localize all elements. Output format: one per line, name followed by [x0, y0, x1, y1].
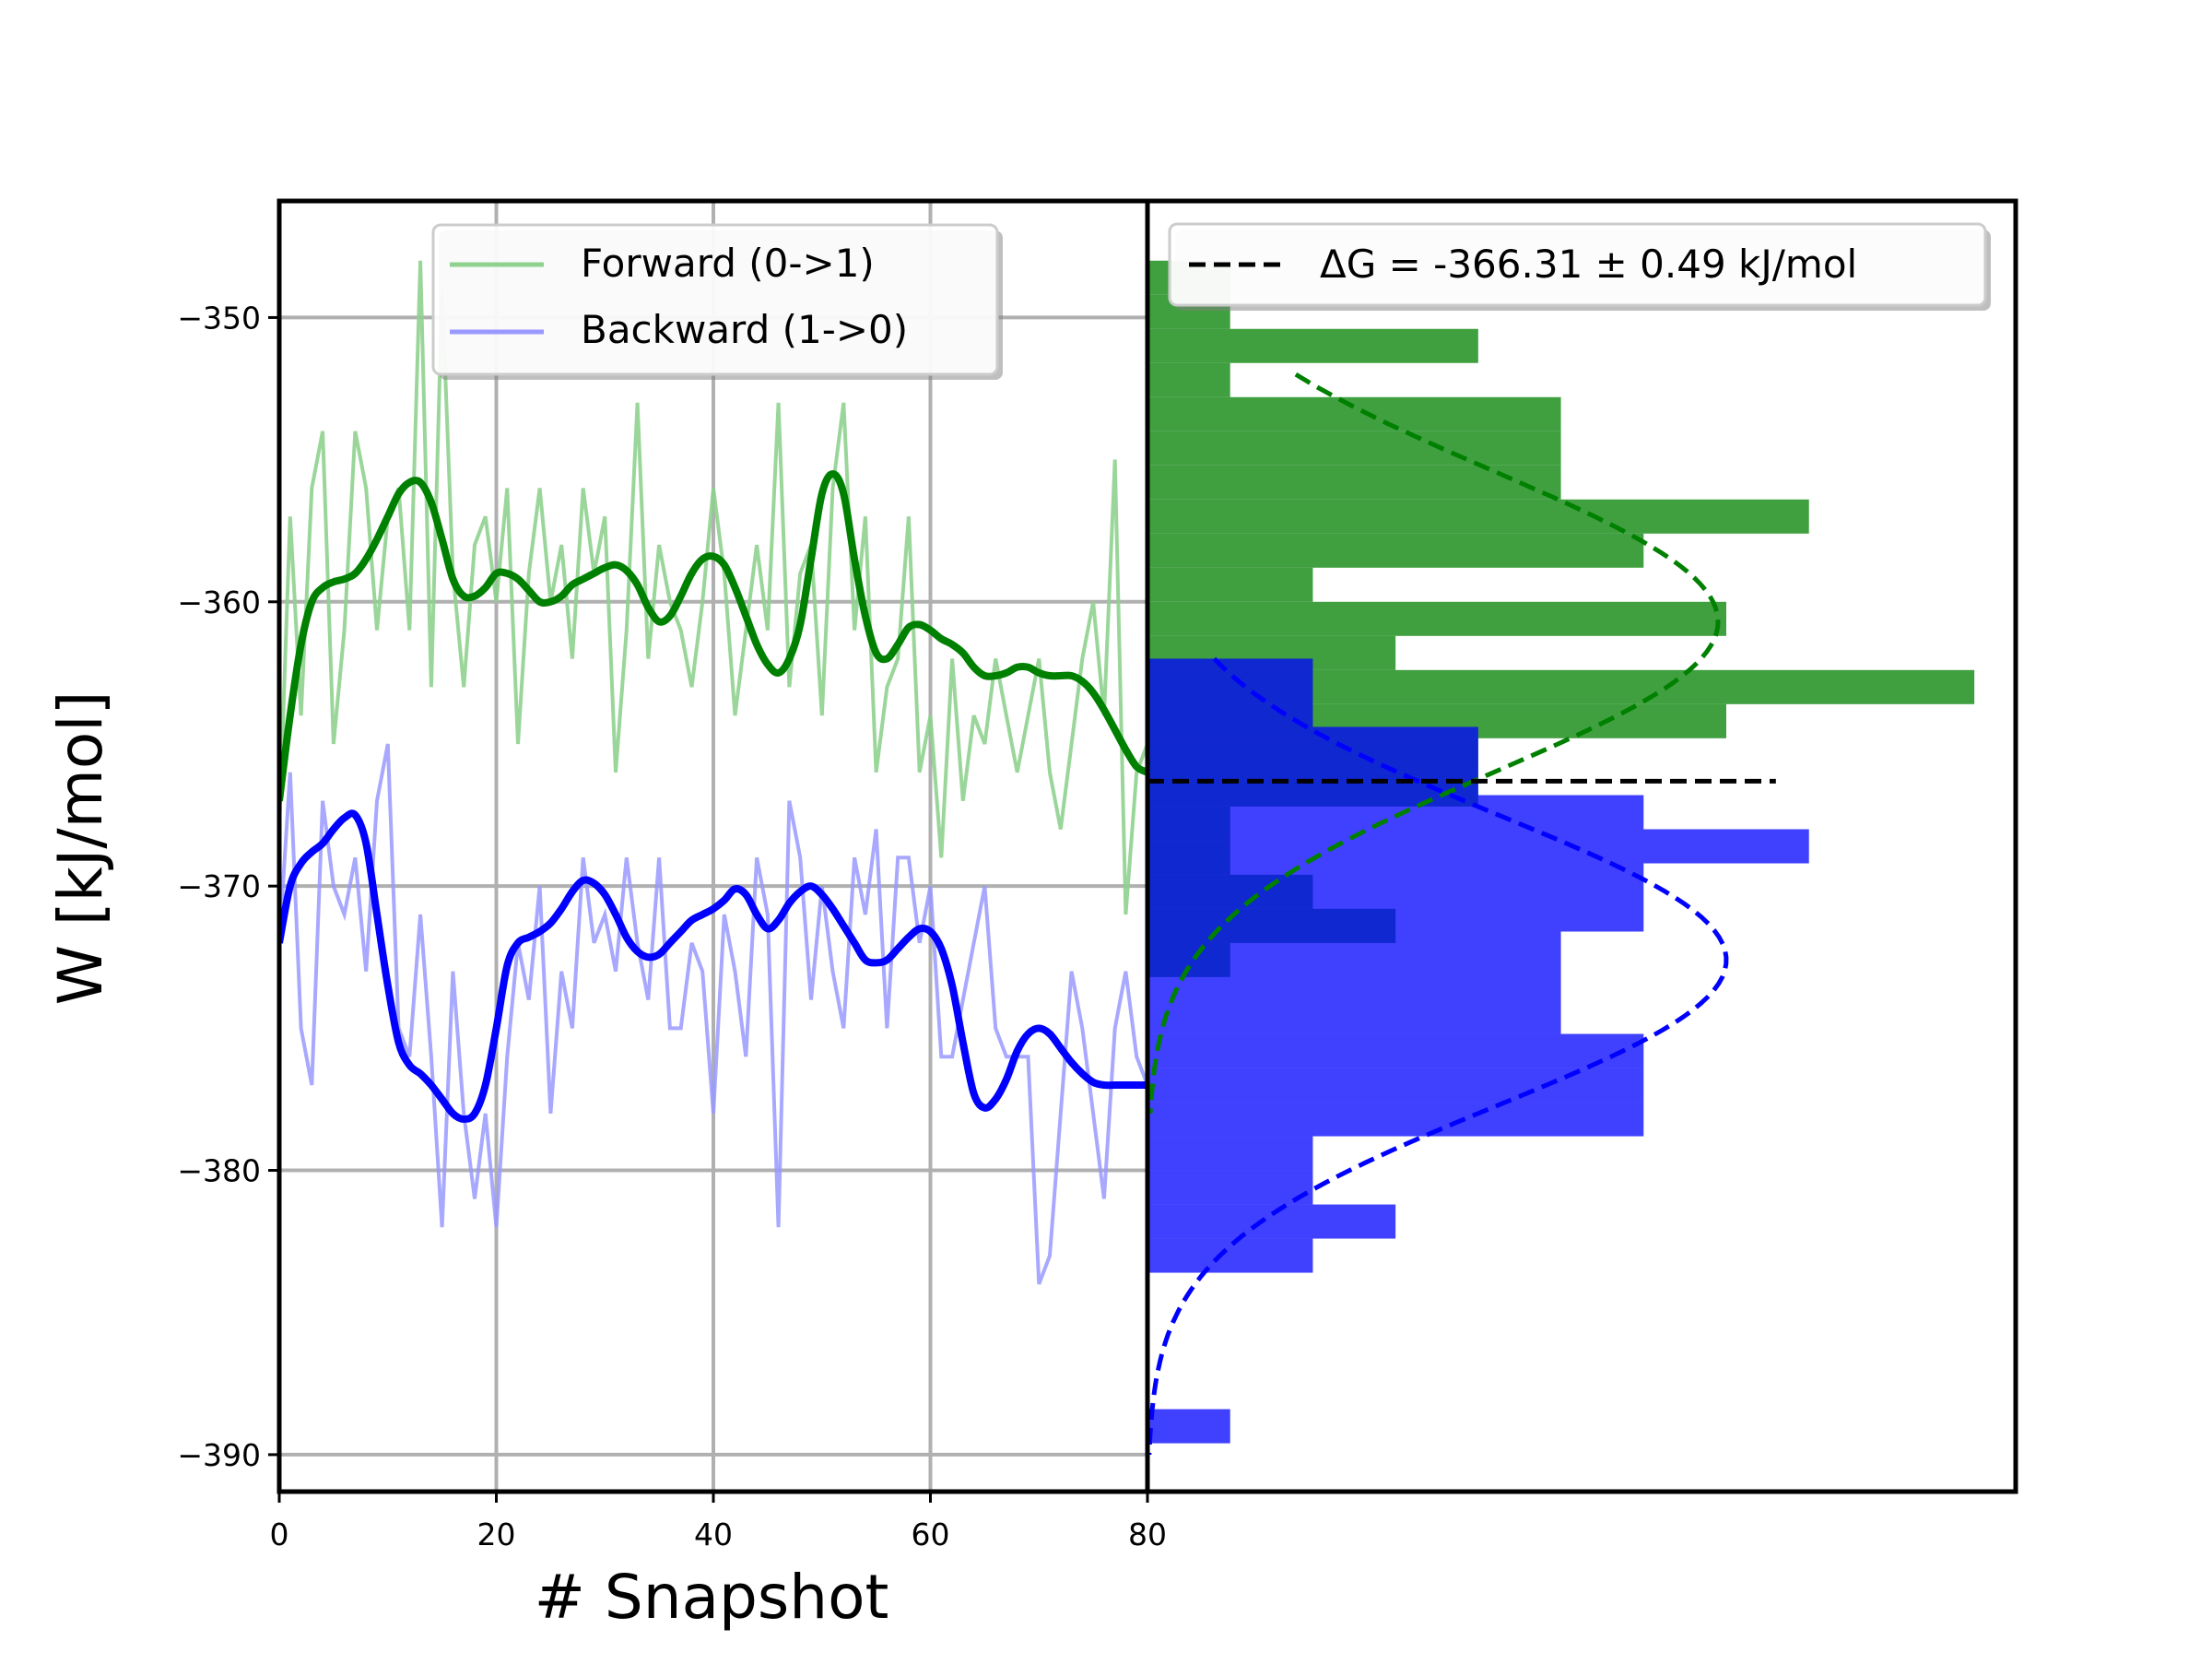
- forward-histogram-bar: [1147, 499, 1809, 534]
- forward-histogram-bar: [1147, 567, 1313, 602]
- y-tick-label: −390: [177, 1437, 261, 1473]
- forward-histogram-bar: [1147, 533, 1644, 568]
- backward-histogram-bar: [1147, 726, 1478, 761]
- histogram-panel: [1147, 260, 1975, 1456]
- backward-histogram-bar: [1147, 1136, 1313, 1171]
- backward-histogram-bar: [1147, 863, 1644, 898]
- backward-histogram-bar: [1147, 1204, 1396, 1239]
- forward-histogram-bar: [1147, 328, 1478, 363]
- backward-raw-line: [279, 743, 1147, 1285]
- legend-backward-label: Backward (1->0): [581, 307, 908, 352]
- backward-histogram-bar: [1147, 931, 1561, 966]
- line-series-group: [279, 260, 1147, 1285]
- forward-raw-line: [279, 260, 1147, 915]
- forward-smoothed-line: [279, 470, 1147, 802]
- forward-histogram-bar: [1147, 396, 1561, 431]
- forward-histogram-bar: [1147, 465, 1561, 500]
- backward-gaussian-fit: [1147, 656, 1729, 1456]
- legend-box: [1168, 222, 1987, 307]
- backward-histogram-bar: [1147, 1170, 1313, 1205]
- backward-histogram-bar: [1147, 1068, 1644, 1103]
- legend-delta-g-label: ΔG = -366.31 ± 0.49 kJ/mol: [1320, 242, 1857, 287]
- forward-gaussian-fit: [1147, 372, 1721, 1115]
- forward-histogram-bar: [1147, 431, 1561, 466]
- axis-ticks: −350 −360 −370 −380 −390 0 20 40 60 80: [177, 300, 1167, 1552]
- backward-histogram-bar: [1147, 1409, 1230, 1444]
- right-panel-frame: [1145, 198, 2018, 1494]
- y-tick-label: −350: [177, 300, 261, 336]
- y-axis-label: W [kJ/mol]: [45, 691, 116, 1006]
- forward-histogram-bar: [1147, 601, 1726, 636]
- backward-histogram-bar: [1147, 965, 1561, 1000]
- x-tick-label: 0: [270, 1516, 289, 1552]
- histogram-bars: [1147, 260, 1975, 1456]
- backward-histogram-bar: [1147, 829, 1809, 864]
- y-tick-label: −370: [177, 868, 261, 904]
- line-legend: Forward (0->1) Backward (1->0): [431, 223, 1003, 380]
- delta-g-legend: ΔG = -366.31 ± 0.49 kJ/mol: [1168, 222, 1991, 311]
- legend-forward-label: Forward (0->1): [581, 241, 875, 286]
- backward-histogram-bar: [1147, 692, 1313, 727]
- backward-histogram-bar: [1147, 658, 1313, 693]
- backward-histogram-bar: [1147, 761, 1478, 796]
- x-tick-label: 20: [477, 1516, 516, 1552]
- x-tick-label: 60: [912, 1516, 950, 1552]
- backward-histogram-bar: [1147, 1033, 1644, 1068]
- x-tick-label: 40: [694, 1516, 733, 1552]
- y-tick-label: −360: [177, 584, 261, 620]
- backward-histogram-bar: [1147, 897, 1644, 932]
- backward-smoothed-line: [279, 809, 1147, 1123]
- backward-histogram-bar: [1147, 999, 1561, 1034]
- forward-histogram-bar: [1147, 362, 1230, 397]
- backward-histogram-bar: [1147, 795, 1644, 830]
- x-tick-label: 80: [1128, 1516, 1167, 1552]
- backward-histogram-bar: [1147, 1102, 1644, 1137]
- backward-histogram-bar: [1147, 1238, 1313, 1273]
- y-tick-label: −380: [177, 1153, 261, 1189]
- line-panel-grid: [277, 201, 1149, 1492]
- x-axis-label: # Snapshot: [535, 1562, 889, 1633]
- legend-box: [431, 223, 999, 376]
- line-panel-series: [279, 260, 1147, 1285]
